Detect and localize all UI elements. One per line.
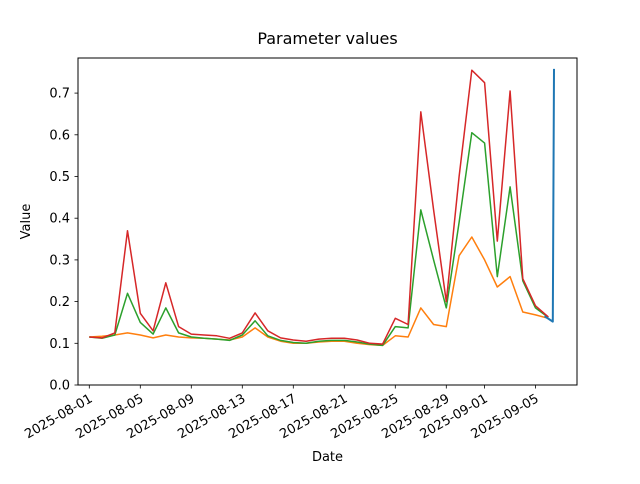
y-tick-label: 0.4 bbox=[49, 212, 70, 227]
series-line-red bbox=[89, 69, 549, 345]
series-line-blue bbox=[543, 68, 555, 323]
y-tick-label: 0.0 bbox=[49, 379, 70, 394]
x-axis-ticks: 2025-08-012025-08-052025-08-092025-08-13… bbox=[22, 385, 542, 442]
x-axis-label: Date bbox=[312, 450, 343, 465]
y-tick-label: 0.1 bbox=[49, 337, 70, 352]
y-tick-label: 0.5 bbox=[49, 170, 70, 185]
y-tick-label: 0.7 bbox=[49, 87, 70, 102]
y-tick-label: 0.3 bbox=[49, 253, 70, 268]
chart-title: Parameter values bbox=[257, 29, 397, 48]
series-line-orange bbox=[89, 236, 549, 347]
series-lines bbox=[89, 68, 555, 347]
y-tick-label: 0.6 bbox=[49, 128, 70, 143]
y-axis-label: Value bbox=[19, 204, 34, 240]
y-tick-label: 0.2 bbox=[49, 295, 70, 310]
series-line-green bbox=[89, 131, 549, 347]
plot-frame bbox=[77, 57, 578, 386]
y-axis-ticks: 0.0 0.1 0.2 0.3 0.4 0.5 0.6 0.7 bbox=[49, 87, 78, 394]
